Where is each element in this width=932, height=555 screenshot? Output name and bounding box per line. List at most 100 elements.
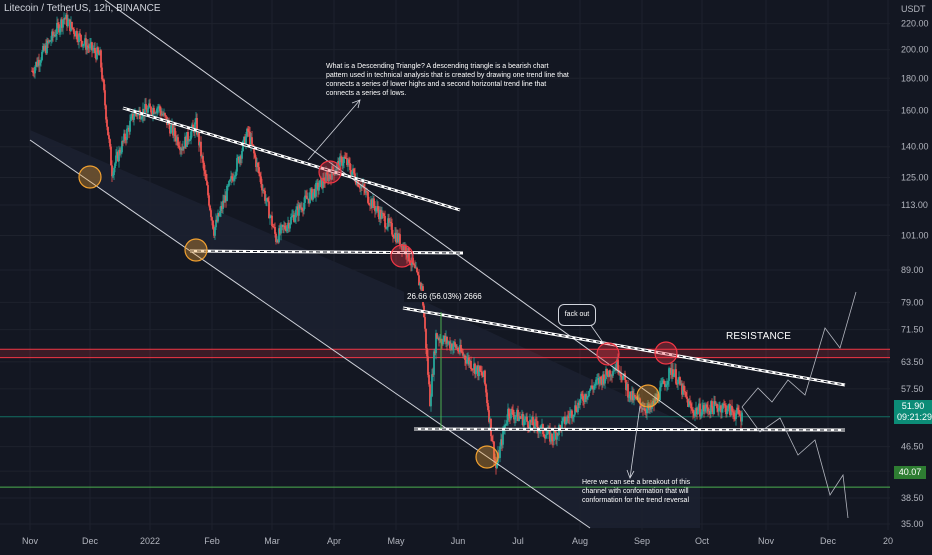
candle-body xyxy=(143,108,145,116)
candle-body xyxy=(118,149,120,162)
candle-body xyxy=(714,401,716,405)
candle-body xyxy=(131,113,133,117)
candle-body xyxy=(435,333,437,354)
candle-body xyxy=(588,391,590,397)
candle-body xyxy=(65,14,67,20)
candle-body xyxy=(94,48,96,54)
candle-body xyxy=(257,163,259,168)
candle-body xyxy=(732,411,734,413)
candle-body xyxy=(50,40,52,42)
candle-body xyxy=(587,396,589,397)
candle-body xyxy=(157,107,159,109)
candle-body xyxy=(543,434,545,437)
low-circle xyxy=(475,445,499,469)
x-tick-label: Dec xyxy=(820,536,837,546)
candle-body xyxy=(679,377,681,385)
candle-body xyxy=(134,111,136,116)
candle-body xyxy=(639,398,641,404)
candle-body xyxy=(611,375,613,377)
candle-body xyxy=(465,359,467,364)
candle-body xyxy=(374,205,376,212)
candle-body xyxy=(201,156,203,157)
candle-body xyxy=(73,29,75,34)
candle-body xyxy=(93,48,95,50)
high-circle xyxy=(390,244,414,268)
candle-body xyxy=(372,198,374,209)
candle-body xyxy=(287,222,289,227)
candle-body xyxy=(116,152,118,156)
candle-body xyxy=(387,218,389,228)
candle-body xyxy=(232,178,234,181)
candle-body xyxy=(434,351,436,354)
candle-body xyxy=(175,136,177,142)
candle-body xyxy=(570,410,572,414)
candle-body xyxy=(228,181,230,186)
candle-body xyxy=(391,223,393,235)
candle-body xyxy=(654,397,656,405)
candle-body xyxy=(514,416,516,420)
candle-body xyxy=(244,136,246,147)
candle-body xyxy=(612,371,614,376)
candle-body xyxy=(206,180,208,186)
candle-body xyxy=(213,228,215,236)
x-tick-label: Aug xyxy=(572,536,588,546)
candle-body xyxy=(625,379,627,390)
candle-body xyxy=(568,417,570,419)
candle-body xyxy=(284,225,286,229)
candle-body xyxy=(34,67,36,74)
candle-body xyxy=(183,146,185,149)
candle-body xyxy=(490,418,492,437)
candle-body xyxy=(731,405,733,412)
candle-body xyxy=(685,392,687,397)
breakout-arrowhead xyxy=(626,469,635,479)
candle-body xyxy=(311,188,313,200)
candle-body xyxy=(483,370,485,377)
x-tick-label: Sep xyxy=(634,536,650,546)
bullish-projection xyxy=(741,291,857,408)
candle-body xyxy=(90,42,92,45)
candle-body xyxy=(494,459,496,461)
candle-body xyxy=(581,393,583,397)
candle-body xyxy=(398,234,400,242)
candle-body xyxy=(331,166,333,180)
candle-body xyxy=(509,416,511,419)
candle-body xyxy=(49,40,51,42)
candle-body xyxy=(692,409,694,414)
candle-body xyxy=(62,20,64,28)
candle-body xyxy=(51,31,53,41)
candle-body xyxy=(559,425,561,426)
candle-body xyxy=(598,378,600,384)
candle-body xyxy=(676,383,678,385)
candle-body xyxy=(694,411,696,416)
candle-body xyxy=(59,28,61,33)
candle-body xyxy=(604,378,606,384)
candle-body xyxy=(345,158,347,159)
candle-body xyxy=(150,106,152,113)
candle-body xyxy=(561,421,563,431)
candle-body xyxy=(202,156,204,163)
candle-body xyxy=(506,420,508,424)
candle-body xyxy=(536,420,538,427)
candle-body xyxy=(712,407,714,415)
candle-body xyxy=(38,60,40,66)
candle-body xyxy=(524,418,526,420)
candle-body xyxy=(461,351,463,353)
candle-body xyxy=(128,127,130,132)
candle-body xyxy=(643,408,645,410)
candle-body xyxy=(318,187,320,191)
candle-body xyxy=(392,234,394,237)
candle-body xyxy=(176,137,178,142)
candle-body xyxy=(609,370,611,377)
candle-body xyxy=(313,188,315,193)
candle-body xyxy=(321,178,323,189)
y-tick-label: 113.00 xyxy=(901,200,928,210)
candle-body xyxy=(458,351,460,352)
candle-body xyxy=(343,156,345,163)
candle-body xyxy=(169,125,171,134)
candle-body xyxy=(616,359,618,371)
candle-body xyxy=(515,415,517,417)
candle-body xyxy=(452,346,454,350)
descending-triangle-note: What is a Descending Triangle? A descend… xyxy=(326,63,569,97)
